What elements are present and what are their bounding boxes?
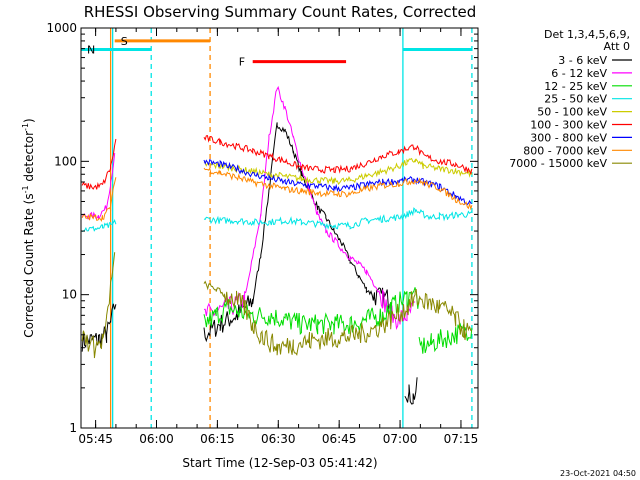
- annotation-label-f: F: [239, 56, 245, 69]
- x-tick-label: 05:45: [78, 432, 113, 446]
- legend-entry: 100 - 300 keV: [530, 119, 607, 132]
- axes: 1 10 100 1000 05:45 06:00 06:15 06:30 06:45 07:00…: [46, 21, 479, 446]
- legend-entry: 800 - 7000 keV: [523, 144, 607, 157]
- legend-header-1: Det 1,3,4,5,6,9,: [544, 28, 630, 41]
- legend-entry: 25 - 50 keV: [544, 93, 607, 106]
- legend-entry: 12 - 25 keV: [544, 80, 607, 93]
- series-line-5: [81, 138, 117, 190]
- legend-entry: 7000 - 15000 keV: [509, 157, 607, 170]
- plot-frame: [80, 27, 479, 429]
- chart-title: RHESSI Observing Summary Count Rates, Co…: [84, 3, 477, 21]
- series-line-0: [404, 377, 418, 405]
- x-axis-label: Start Time (12-Sep-03 05:41:42): [182, 456, 377, 470]
- x-tick-label: 07:00: [383, 432, 418, 446]
- series-line-1: [203, 85, 416, 330]
- series-line-0: [81, 303, 117, 352]
- series-line-3: [81, 219, 117, 233]
- legend-header-2: Att 0: [604, 40, 630, 53]
- annotation-label-s: S: [121, 35, 128, 48]
- x-tick-label: 06:30: [261, 432, 296, 446]
- series-line-5: [203, 135, 473, 175]
- legend-entry: 300 - 800 keV: [530, 131, 607, 144]
- series-line-7: [81, 177, 117, 223]
- annotation-label-n: N: [87, 43, 95, 56]
- legend-entry: 6 - 12 keV: [551, 67, 607, 80]
- x-tick-label: 07:15: [444, 432, 479, 446]
- series-line-2: [203, 287, 420, 335]
- x-tick-label: 06:00: [139, 432, 174, 446]
- y-tick-label: 1: [69, 421, 77, 435]
- x-tick-label: 06:45: [322, 432, 357, 446]
- series-line-7: [203, 167, 473, 211]
- series-line-1: [81, 152, 116, 220]
- y-axis-label: Corrected Count Rate (s-1 detector-1): [21, 118, 36, 337]
- legend-entry: 50 - 100 keV: [537, 106, 607, 119]
- series-line-8: [81, 252, 116, 359]
- y-tick-label: 100: [54, 154, 77, 168]
- series-line-3: [203, 207, 473, 230]
- timestamp: 23-Oct-2021 04:50: [560, 469, 636, 478]
- x-tick-label: 06:15: [200, 432, 235, 446]
- vertical-markers: [109, 28, 473, 428]
- legend-entry: 3 - 6 keV: [558, 54, 607, 67]
- y-tick-label: 10: [62, 288, 77, 302]
- y-tick-label: 1000: [46, 21, 77, 35]
- period-bars: S N F: [81, 35, 472, 69]
- series-line-4: [203, 157, 473, 185]
- series-line-8: [203, 280, 473, 356]
- data-series: [81, 85, 473, 405]
